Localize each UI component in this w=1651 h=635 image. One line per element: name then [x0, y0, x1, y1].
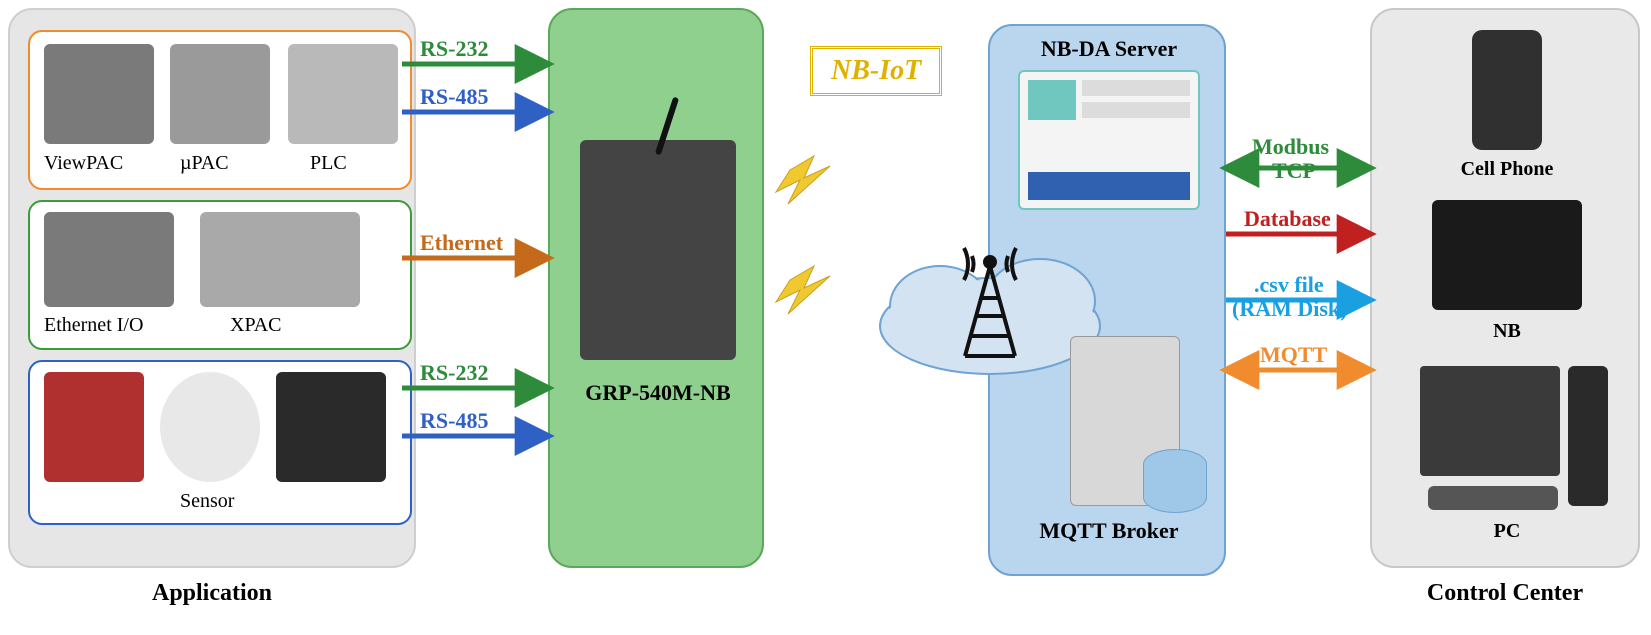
- nbiot-badge: NB-IoT: [810, 46, 942, 96]
- gateway-label: GRP-540M-NB: [550, 380, 766, 406]
- mqtt-broker-server: [1070, 336, 1180, 506]
- label-nb: NB: [1372, 320, 1642, 343]
- nbda-server-window: [1018, 70, 1200, 210]
- group-sensor: Sensor: [28, 360, 412, 525]
- lightning-2: [776, 266, 830, 314]
- lightning-1: [776, 156, 830, 204]
- label-sensor: Sensor: [180, 490, 234, 513]
- group-viewpac-upac-plc: ViewPAC µPAC PLC: [28, 30, 412, 190]
- nbda-server-label: NB-DA Server: [990, 36, 1228, 62]
- label-pc: PC: [1372, 520, 1642, 543]
- lbl-database: Database: [1244, 206, 1331, 232]
- application-panel: ViewPAC µPAC PLC Ethernet I/O XPAC Senso…: [8, 8, 416, 568]
- device-pc-monitor: [1420, 366, 1560, 476]
- lbl-csv: .csv file: [1254, 272, 1324, 298]
- label-cell-phone: Cell Phone: [1372, 158, 1642, 181]
- lbl-rs485-top: RS-485: [420, 84, 488, 110]
- device-upac: [170, 44, 270, 144]
- mqtt-broker-label: MQTT Broker: [990, 518, 1228, 544]
- device-plc: [288, 44, 398, 144]
- control-center-label: Control Center: [1370, 580, 1640, 607]
- device-sensor-1: [44, 372, 144, 482]
- application-label: Application: [8, 580, 416, 607]
- lbl-mqtt: MQTT: [1260, 342, 1327, 368]
- cloud-panel: NB-DA Server MQTT Broker: [988, 24, 1226, 576]
- device-cell-phone: [1472, 30, 1542, 150]
- device-pc-tower: [1568, 366, 1608, 506]
- lbl-rs485-bot: RS-485: [420, 408, 488, 434]
- gateway-panel: GRP-540M-NB: [548, 8, 764, 568]
- device-pc-kb: [1428, 486, 1558, 510]
- lbl-modbus: Modbus: [1252, 134, 1329, 160]
- label-upac: µPAC: [180, 152, 229, 175]
- lbl-rs232-top: RS-232: [420, 36, 488, 62]
- label-viewpac: ViewPAC: [44, 152, 123, 175]
- device-ethernet-io: [44, 212, 174, 307]
- device-viewpac: [44, 44, 154, 144]
- control-center-panel: Cell Phone NB PC: [1370, 8, 1640, 568]
- device-xpac: [200, 212, 360, 307]
- lbl-csv-2: (RAM Disk): [1232, 296, 1348, 322]
- device-grp-540m-nb: [580, 140, 736, 360]
- label-xpac: XPAC: [230, 314, 282, 337]
- device-sensor-2: [160, 372, 260, 482]
- lbl-rs232-bot: RS-232: [420, 360, 488, 386]
- device-nb: [1432, 200, 1582, 310]
- device-sensor-3: [276, 372, 386, 482]
- label-plc: PLC: [310, 152, 347, 175]
- lbl-ethernet: Ethernet: [420, 230, 503, 256]
- lbl-modbus-2: TCP: [1272, 158, 1316, 184]
- group-ethernetio-xpac: Ethernet I/O XPAC: [28, 200, 412, 350]
- label-ethernet-io: Ethernet I/O: [44, 314, 143, 337]
